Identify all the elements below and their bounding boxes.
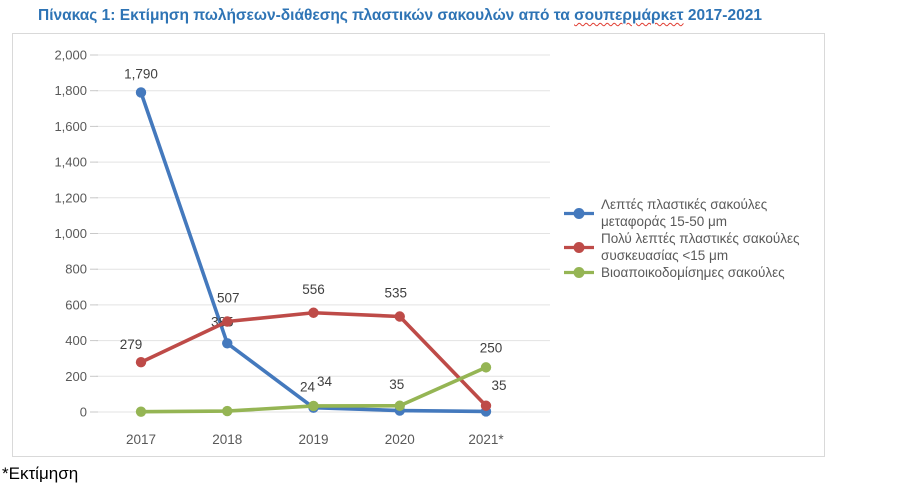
- legend-dot: [573, 207, 585, 219]
- data-point-marker: [308, 400, 319, 412]
- legend-item: Λεπτές πλαστικές σακούλες μεταφοράς 15-50…: [563, 196, 818, 230]
- x-axis-tick-label: 2018: [212, 432, 242, 447]
- legend-marker-icon: [564, 241, 594, 253]
- y-axis-tick-label: 2,000: [54, 48, 87, 63]
- y-axis-tick-label: 1,000: [54, 226, 87, 241]
- data-point-marker: [135, 356, 147, 368]
- legend-dot: [573, 241, 585, 253]
- data-point-label: 35: [389, 377, 404, 392]
- legend-marker-icon: [564, 267, 594, 278]
- data-point-label: 34: [317, 374, 333, 389]
- data-point-marker: [135, 406, 147, 417]
- y-axis-tick-label: 1,200: [54, 190, 87, 205]
- page-title-prefix: Πίνακας 1: Εκτίμηση πωλήσεων-διάθεσης πλ…: [38, 7, 575, 24]
- y-axis-tick-label: 600: [65, 297, 87, 312]
- data-point-marker: [308, 307, 319, 318]
- footnote: *Εκτίμηση: [2, 464, 79, 483]
- line-chart: 0 200 400 600 800 1,000 1,200 1,400 1,600 1,800 2,…: [54, 48, 550, 447]
- data-point-label: 507: [217, 291, 240, 306]
- data-point-label: 24: [300, 380, 316, 395]
- data-point-marker: [480, 400, 492, 411]
- y-axis-tick-label: 1,800: [54, 83, 87, 98]
- chart-container: 0 200 400 600 800 1,000 1,200 1,400 1,600 1,800 2,…: [12, 33, 825, 457]
- legend-item: Πολύ λεπτές πλαστικές σακούλες συσκευασία…: [563, 230, 818, 264]
- data-point-label: 279: [120, 337, 143, 352]
- legend-label: Λεπτές πλαστικές σακούλες μεταφοράς 15-50…: [601, 197, 768, 229]
- x-axis-tick-label: 2021*: [468, 432, 504, 447]
- data-point-marker: [394, 311, 405, 322]
- data-point-label: 250: [480, 340, 503, 355]
- legend-marker-icon: [564, 207, 594, 219]
- y-axis-tick-label: 0: [80, 405, 87, 420]
- y-axis-tick-label: 200: [65, 369, 87, 384]
- data-point-marker: [394, 400, 405, 411]
- page-title-suffix: 2017-2021: [683, 7, 762, 24]
- legend-label: Βιοαποικοδομίσημες σακούλες: [601, 265, 785, 280]
- y-axis-tick-label: 800: [65, 262, 87, 277]
- data-point-marker: [480, 362, 492, 373]
- legend-label: Πολύ λεπτές πλαστικές σακούλες συσκευασία…: [601, 231, 800, 263]
- chart-legend: Λεπτές πλαστικές σακούλες μεταφοράς 15-50…: [563, 196, 818, 281]
- legend-dot: [573, 267, 585, 278]
- data-point-marker: [222, 338, 233, 349]
- y-axis-tick-label: 1,600: [54, 119, 87, 134]
- data-point-marker: [135, 87, 147, 98]
- data-point-label: 535: [384, 286, 407, 301]
- page-title-spellchecked-word: σουπερμάρκετ: [574, 7, 684, 24]
- data-point-label: 1,790: [124, 66, 158, 81]
- y-axis-tick-label: 1,400: [54, 155, 87, 170]
- legend-item: Βιοαποικοδομίσημες σακούλες: [563, 264, 818, 281]
- data-point-marker: [222, 405, 233, 417]
- y-axis-tick-label: 400: [65, 333, 87, 348]
- series-line: [139, 90, 488, 414]
- data-point-label: 556: [302, 282, 325, 297]
- data-point-label: 35: [491, 378, 506, 393]
- page-title: Πίνακας 1: Εκτίμηση πωλήσεων-διάθεσης πλ…: [38, 7, 762, 25]
- data-point-marker: [222, 316, 233, 327]
- x-axis-tick-label: 2020: [385, 432, 415, 447]
- x-axis-tick-label: 2017: [126, 432, 156, 447]
- x-axis-tick-label: 2019: [298, 432, 328, 447]
